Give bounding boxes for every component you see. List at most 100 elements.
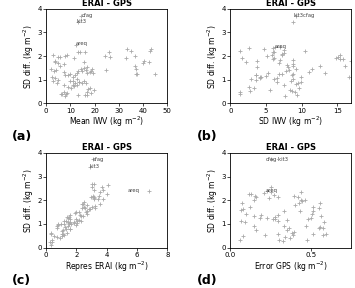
Point [346,75,352,79]
Point [276,61,282,66]
Point [275,194,281,199]
Point [54,235,59,240]
Point [321,219,327,224]
Point [82,50,88,55]
Point [80,213,86,218]
Text: cfag: cfag [81,13,93,18]
Point [84,209,89,213]
Point [238,207,244,212]
Point [281,209,286,213]
Point [277,44,283,49]
Y-axis label: SD diff. (kg m$^{-2}$): SD diff. (kg m$^{-2}$) [206,168,220,233]
Point [282,234,288,239]
Point [67,213,73,217]
Point [261,191,267,195]
Point [310,212,315,217]
Point [237,48,243,53]
Point [274,75,280,80]
Point [59,232,65,236]
Point [79,206,84,210]
Point [263,232,268,237]
Point [72,211,78,215]
Point [244,212,249,216]
Point [67,220,73,225]
Point [239,56,245,60]
Point [247,89,253,93]
Point [240,207,246,211]
Point [48,67,54,72]
Point [293,14,299,18]
Point [291,58,296,62]
Point [53,68,59,72]
Point [238,218,244,223]
Point [309,67,315,71]
Point [73,42,79,47]
Point [133,67,138,71]
Point [106,50,112,54]
Point [342,64,348,68]
Point [78,67,84,71]
Point [73,222,79,227]
Point [75,20,81,25]
Point [271,76,277,81]
Point [268,185,273,190]
Point [321,233,326,237]
Point [65,223,71,228]
Point [59,229,65,234]
Point [61,222,66,227]
Point [66,215,72,220]
Text: kit3cfag: kit3cfag [293,13,315,18]
Point [78,213,83,217]
Point [61,233,67,238]
Point [320,226,326,230]
Point [99,185,104,189]
Point [272,215,278,219]
Point [281,224,286,229]
Point [89,182,95,187]
Point [270,217,276,221]
Point [49,238,55,242]
Point [74,83,80,88]
Point [52,59,58,63]
Point [77,80,82,84]
Point [72,220,77,224]
Point [87,86,92,91]
Point [253,228,258,233]
Point [77,218,82,222]
Point [58,221,64,226]
Point [253,73,259,77]
Point [291,194,297,198]
Point [253,195,259,200]
Point [61,219,66,223]
Point [257,74,262,79]
Point [290,232,296,237]
Point [61,83,67,88]
Point [51,69,57,73]
Point [75,93,81,98]
Point [60,228,66,232]
Point [78,14,84,18]
Point [124,47,130,52]
Point [132,54,138,58]
Point [272,217,278,222]
Point [268,190,273,195]
Point [299,197,304,202]
Point [66,222,72,226]
Point [308,215,313,220]
Title: ERAI - GPS: ERAI - GPS [266,0,316,8]
Point [90,71,95,75]
Point [293,66,299,71]
Point [81,60,87,64]
Point [55,60,60,65]
Point [88,91,93,96]
Point [317,64,323,69]
Point [246,192,252,196]
Point [254,59,260,64]
Point [264,215,269,220]
Point [310,231,316,236]
Point [282,50,287,55]
Point [67,217,73,221]
Point [88,69,94,73]
Point [146,189,152,194]
Text: areq: areq [266,188,278,193]
